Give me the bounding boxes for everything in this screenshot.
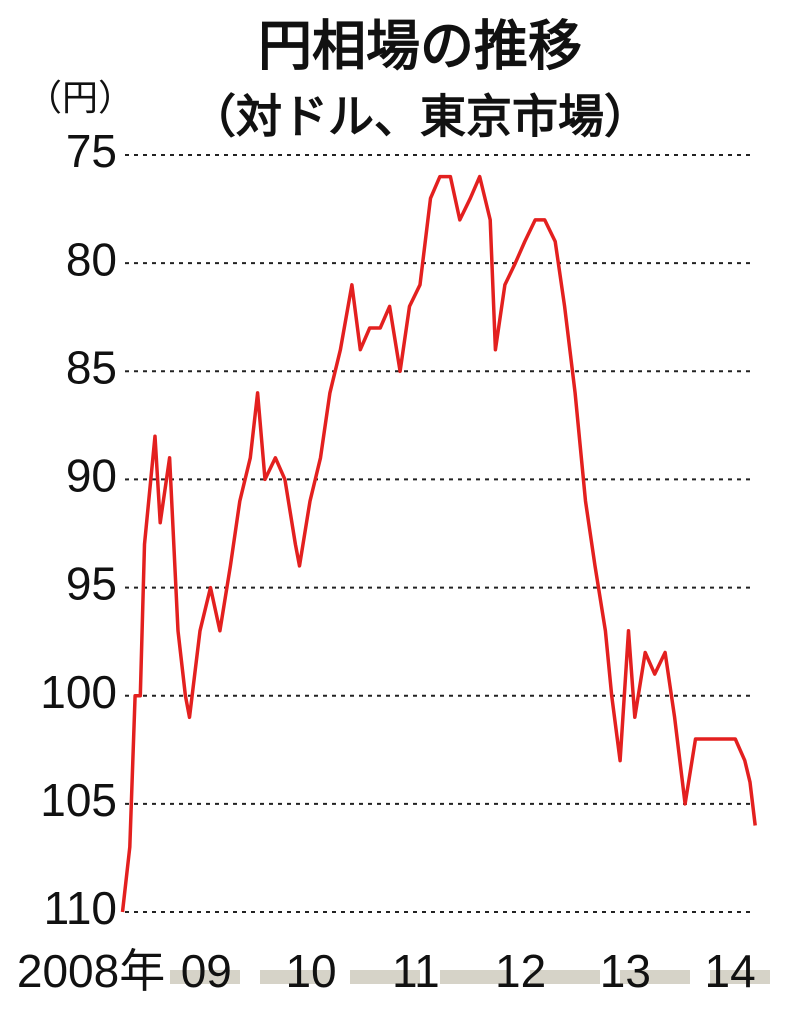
- x-tick-label: 13: [600, 945, 651, 997]
- data-line: [120, 174, 757, 913]
- x-tick-label: 10: [285, 945, 336, 997]
- y-tick-label: 85: [66, 341, 117, 393]
- chart-subtitle: （対ドル、東京市場）: [190, 90, 650, 144]
- y-tick-label: 110: [44, 882, 117, 934]
- x-tick-label: 09: [181, 945, 232, 997]
- y-tick-label: 100: [40, 666, 117, 718]
- chart-title: 円相場の推移: [258, 15, 582, 78]
- x-tick-label: 2008年: [17, 945, 165, 997]
- y-axis-label: （円）: [26, 78, 134, 119]
- y-tick-label: 95: [66, 558, 117, 610]
- x-tick-label: 12: [495, 945, 546, 997]
- y-tick-label: 75: [66, 125, 117, 177]
- y-tick-label: 80: [66, 233, 117, 285]
- y-tick-label: 90: [66, 450, 117, 502]
- y-tick-label: 105: [40, 774, 117, 826]
- x-tick-label: 11: [392, 945, 440, 997]
- x-tick-label: 14: [705, 945, 756, 997]
